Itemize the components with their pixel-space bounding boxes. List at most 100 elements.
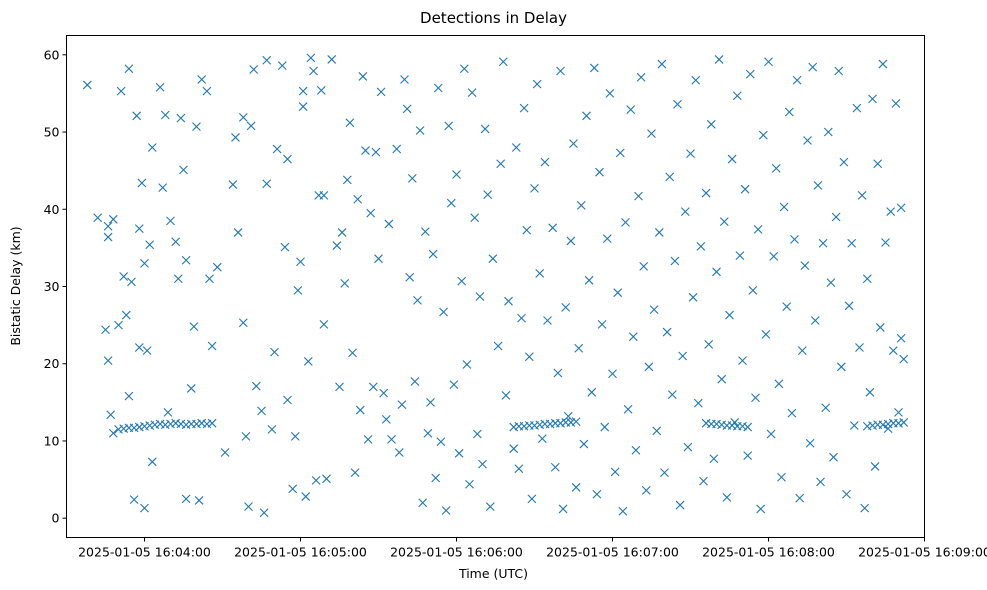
data-point [444, 121, 454, 131]
data-point [873, 159, 883, 169]
data-point [571, 417, 581, 427]
data-point [797, 346, 807, 355]
data-point [621, 218, 630, 227]
data-point [899, 418, 909, 427]
data-point [166, 216, 175, 226]
data-point [205, 274, 214, 284]
data-point [301, 492, 311, 501]
data-point [732, 91, 742, 101]
data-point [197, 75, 207, 84]
data-point [626, 105, 636, 115]
data-point [290, 431, 300, 441]
data-point [478, 459, 487, 469]
data-point [488, 254, 498, 264]
data-point [244, 502, 253, 511]
data-point [402, 104, 412, 114]
data-point [717, 374, 727, 384]
data-point [813, 180, 823, 190]
data-point [134, 343, 144, 352]
data-point [587, 387, 597, 397]
data-point [886, 207, 896, 216]
data-point [511, 143, 521, 152]
data-point [348, 348, 357, 358]
data-point [202, 86, 212, 96]
data-point [103, 221, 113, 231]
data-point [147, 143, 157, 152]
data-point [163, 407, 173, 417]
data-point [808, 62, 818, 72]
chart-title: Detections in Delay [420, 9, 567, 27]
data-point [514, 464, 524, 474]
data-point [823, 127, 833, 137]
data-point [680, 207, 690, 216]
data-point [592, 489, 602, 499]
data-point [379, 388, 389, 398]
data-point [363, 435, 373, 444]
data-point [108, 214, 118, 224]
data-point [158, 183, 168, 193]
data-point [670, 256, 680, 266]
x-tick-label: 2025-01-05 16:05:00 [234, 545, 367, 560]
data-point [686, 149, 695, 159]
data-point [296, 257, 305, 267]
data-point [410, 377, 420, 386]
data-point [517, 313, 526, 323]
data-point [743, 422, 753, 432]
data-point [345, 118, 355, 128]
data-point [891, 99, 901, 108]
data-point [384, 219, 394, 229]
data-point [639, 262, 649, 271]
data-point [839, 157, 849, 167]
data-point [800, 261, 810, 271]
data-point [407, 173, 417, 183]
data-point [257, 406, 266, 416]
data-point [719, 217, 729, 227]
data-point [212, 262, 222, 272]
data-point [540, 157, 550, 167]
data-point [132, 111, 142, 121]
data-point [574, 343, 584, 353]
data-point [881, 238, 890, 247]
data-point [524, 352, 534, 362]
data-point [829, 452, 838, 462]
data-point [722, 492, 732, 502]
data-point [862, 274, 872, 284]
data-point [860, 503, 870, 513]
data-point [826, 278, 836, 288]
data-point [878, 59, 888, 69]
data-point [699, 476, 708, 486]
data-point [543, 316, 552, 325]
data-point [836, 362, 846, 372]
data-point [522, 225, 532, 235]
data-point [784, 107, 794, 117]
data-point [436, 437, 446, 447]
data-point [387, 435, 396, 444]
data-point [350, 468, 360, 478]
data-point [751, 393, 760, 403]
data-point [431, 473, 441, 483]
data-point [233, 228, 243, 237]
data-point [758, 130, 768, 140]
data-point [140, 258, 149, 268]
data-point [652, 426, 662, 436]
data-point [888, 346, 898, 355]
data-point [311, 475, 321, 485]
data-point [777, 472, 786, 482]
data-point [576, 201, 586, 210]
data-point [725, 310, 734, 320]
data-point [423, 428, 433, 438]
data-point [595, 167, 604, 177]
data-point [228, 180, 238, 189]
data-point [108, 428, 118, 438]
data-point [454, 448, 464, 458]
data-point [371, 147, 381, 157]
data-point [134, 224, 144, 233]
data-point [288, 484, 298, 494]
data-point [537, 434, 547, 444]
data-point [298, 86, 308, 96]
data-point [498, 57, 508, 67]
data-point [475, 292, 485, 301]
data-point [753, 224, 763, 234]
data-point [194, 496, 204, 505]
